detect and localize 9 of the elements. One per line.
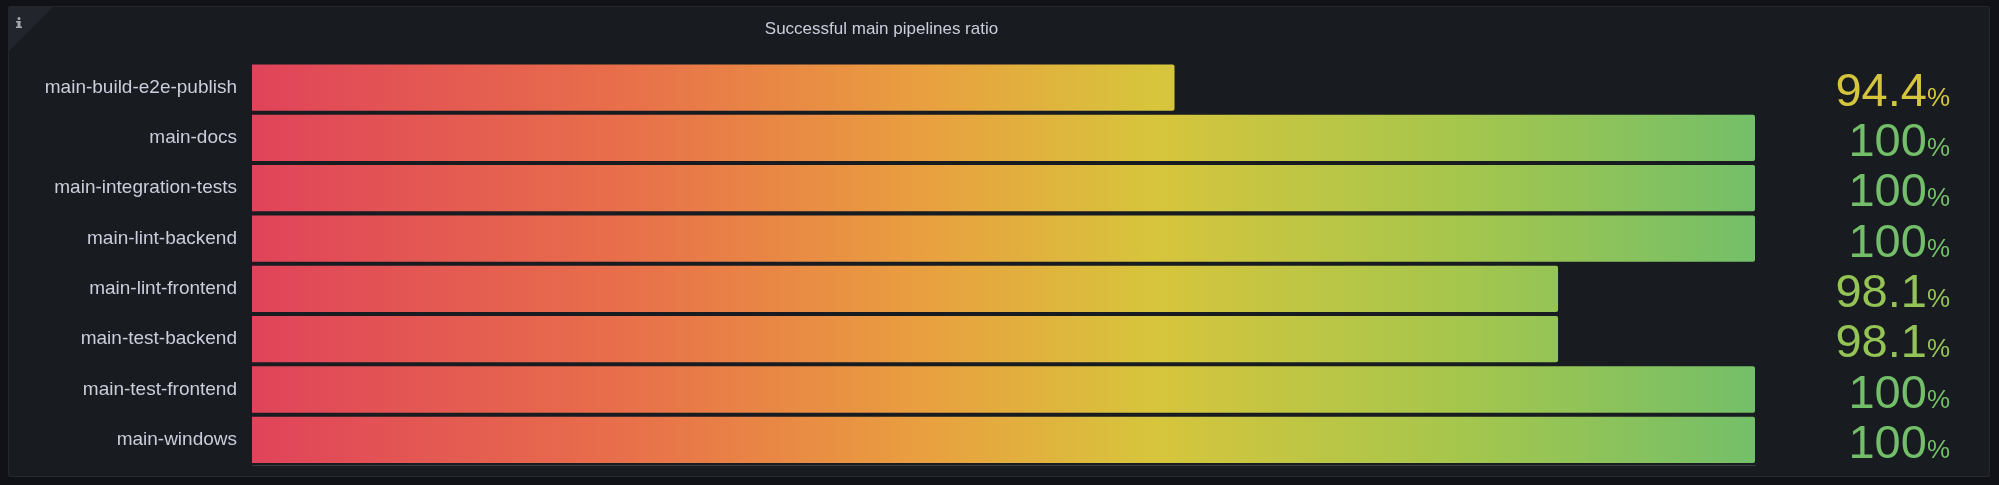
y-tick-label: main-lint-backend xyxy=(87,226,237,248)
y-tick-label: main-test-backend xyxy=(80,327,237,349)
chart-title: Successful main pipelines ratio xyxy=(764,18,999,38)
y-tick-label: main-build-e2e-publish xyxy=(44,75,237,97)
y-tick-label: main-integration-tests xyxy=(54,176,237,198)
y-tick-label: main-test-frontend xyxy=(82,377,237,399)
y-tick-label: main-windows xyxy=(116,428,237,450)
y-tick-label: main-docs xyxy=(149,126,237,148)
y-tick-label: main-lint-frontend xyxy=(89,277,237,299)
